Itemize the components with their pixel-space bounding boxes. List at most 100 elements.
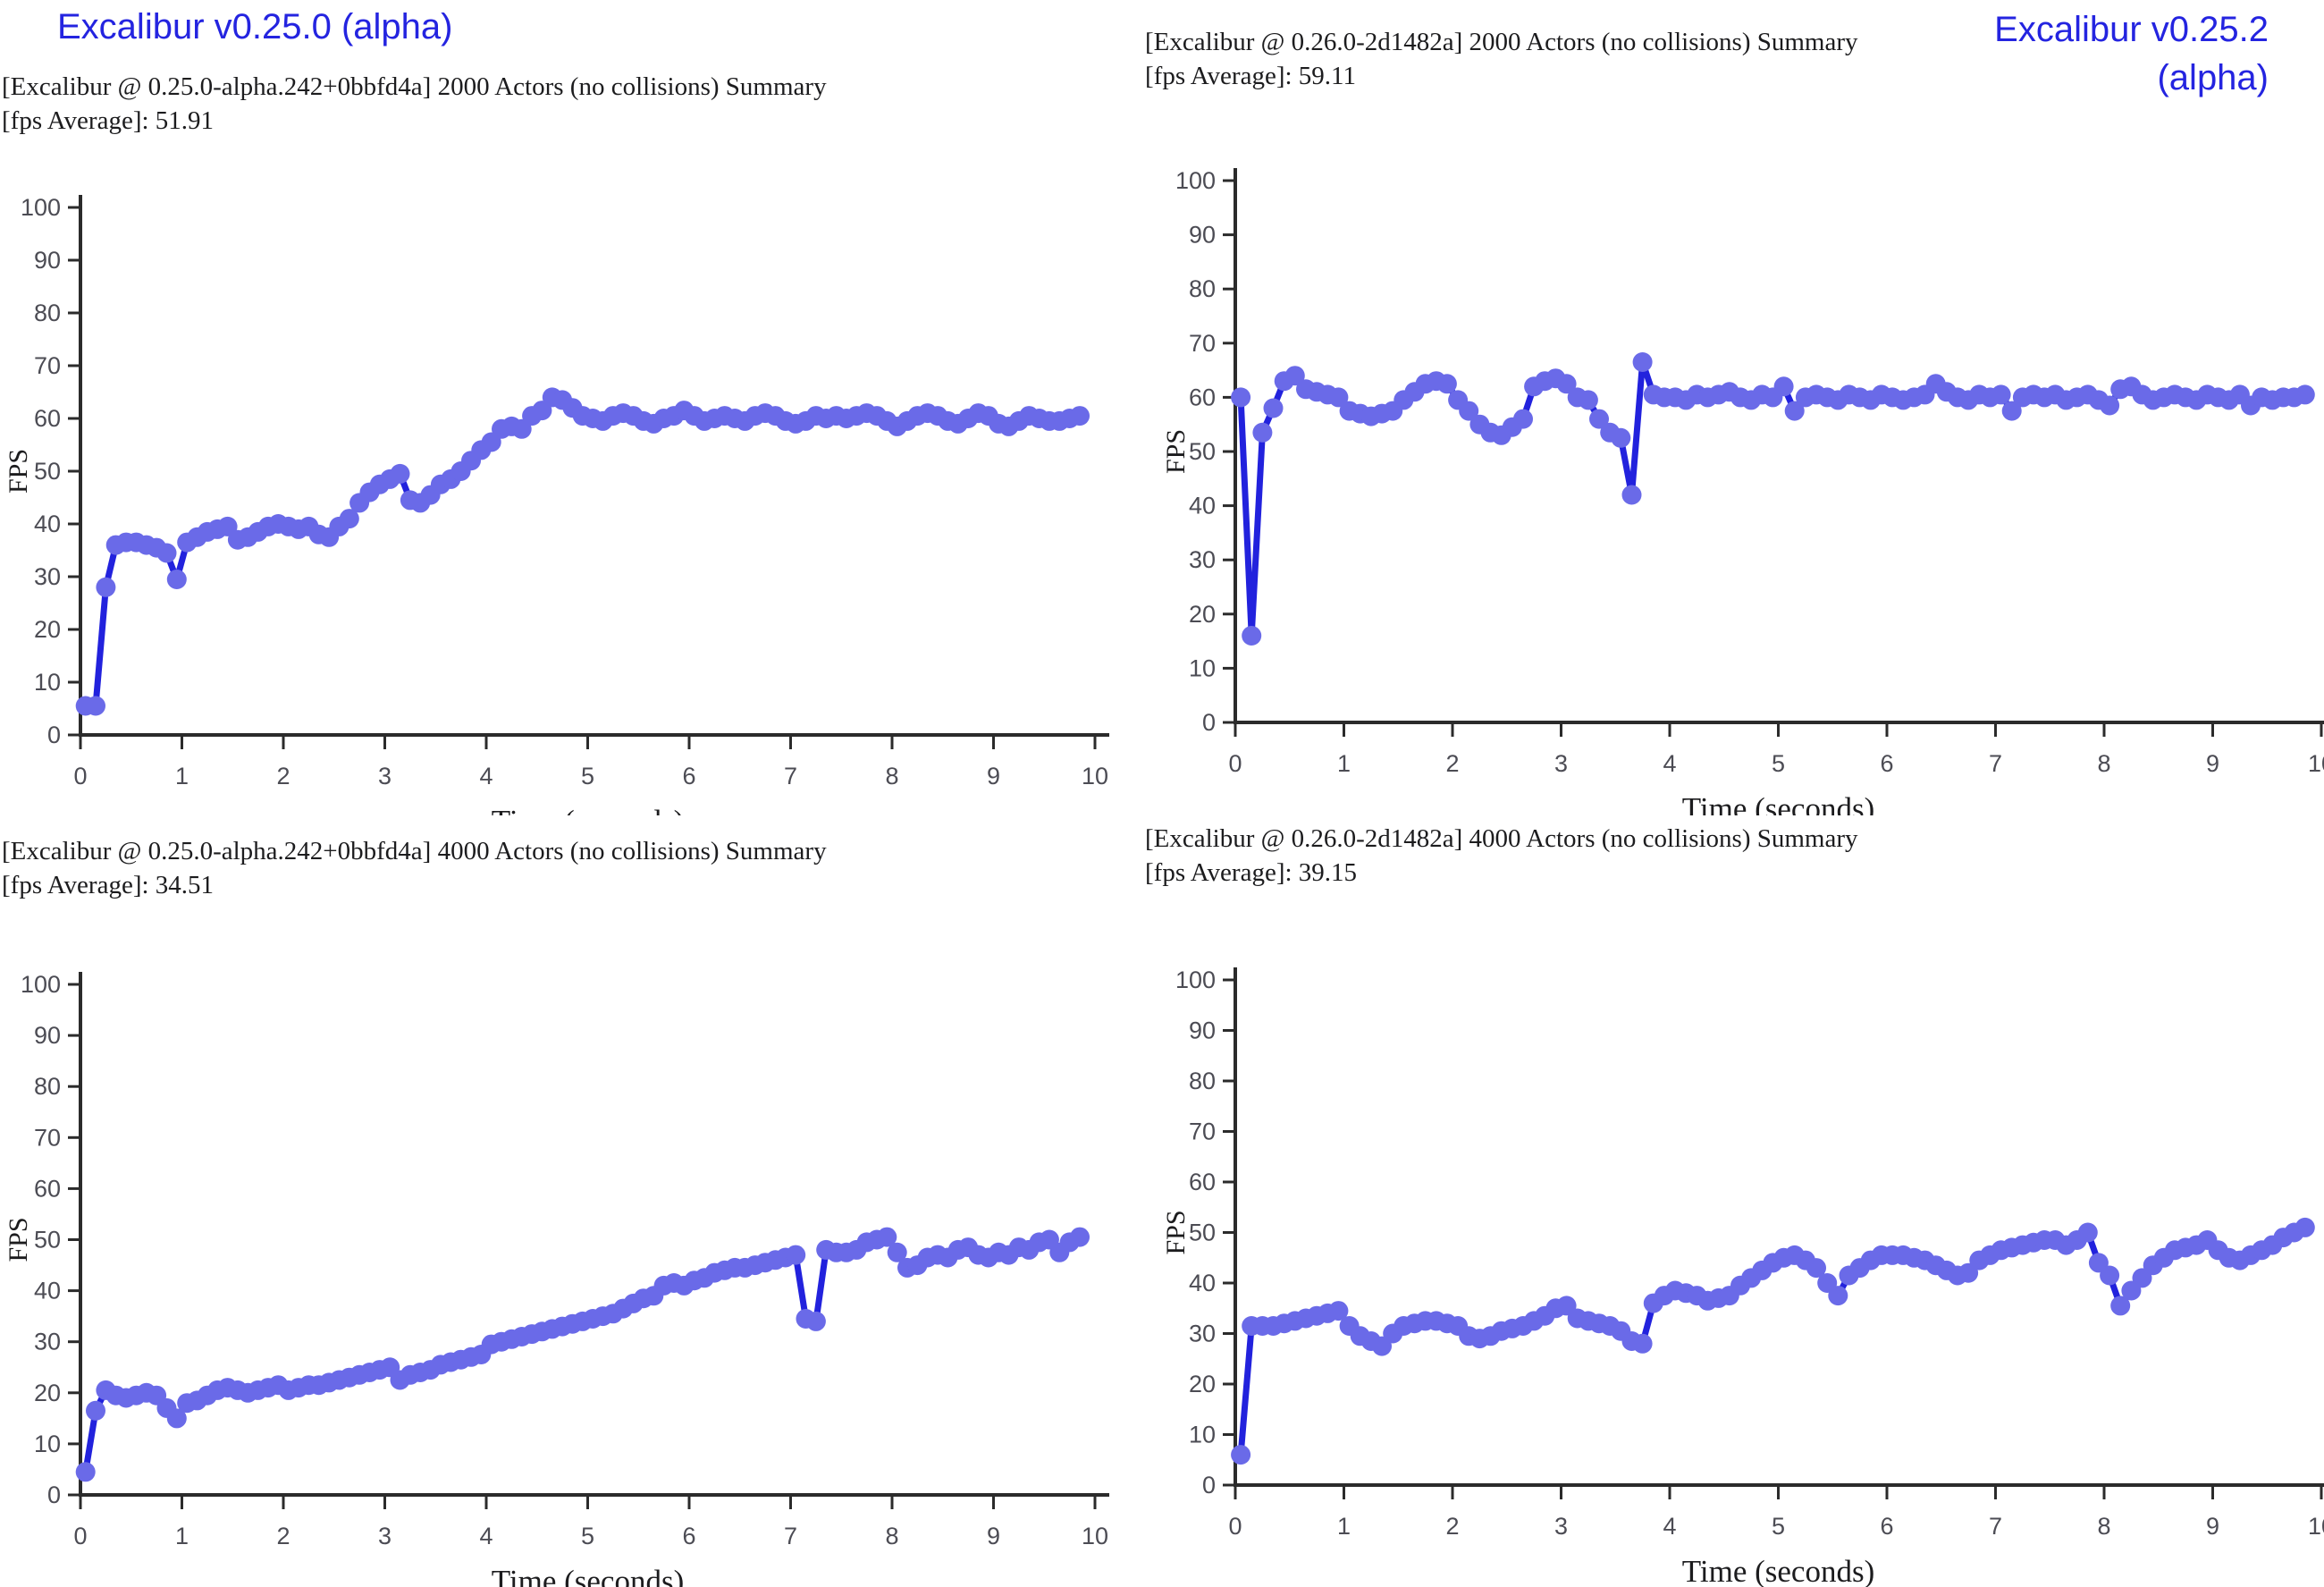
y-tick-label: 80: [1189, 275, 1216, 302]
y-tick-label: 30: [34, 563, 61, 590]
x-tick-label: 2: [1445, 1513, 1459, 1540]
y-tick-label: 80: [34, 1073, 61, 1100]
x-tick-label: 7: [1989, 1513, 2002, 1540]
fps-chart-v0250-4000-actors: 0 10 20 30 40 50 60 70 80 90 100 0 1 2 3 4 5 6 7 8 9 10 Time (…: [4, 971, 1109, 1587]
x-tick-label: 6: [1880, 1513, 1893, 1540]
fps-point: [2295, 384, 2315, 405]
version-heading-left: Excalibur v0.25.0 (alpha): [57, 7, 453, 46]
fps-point: [1632, 1333, 1653, 1354]
x-tick-label: 0: [73, 763, 87, 789]
fps-point: [2100, 1265, 2120, 1286]
y-tick-label: 0: [1202, 709, 1216, 736]
x-tick-label: 2: [276, 763, 290, 789]
fps-average-1: [fps Average]: 59.11: [1145, 62, 1356, 90]
fps-point: [339, 509, 359, 529]
x-tick-label: 7: [1989, 750, 2002, 777]
x-tick-label: 5: [581, 1523, 594, 1549]
fps-point: [1589, 409, 1609, 429]
y-tick-label: 70: [1189, 1118, 1216, 1145]
x-tick-label: 3: [1554, 750, 1568, 777]
x-tick-label: 0: [1228, 750, 1242, 777]
fps-point: [1263, 398, 1284, 418]
fps-axis-label: FPS: [4, 1217, 33, 1262]
version-heading-right: Excalibur v0.25.2 (alpha): [1994, 5, 2269, 102]
fps-point: [1459, 401, 1479, 421]
y-tick-label: 80: [1189, 1068, 1216, 1094]
y-tick-label: 70: [1189, 330, 1216, 357]
fps-point: [86, 696, 105, 716]
fps-point: [1611, 427, 1631, 448]
y-tick-label: 50: [34, 1227, 61, 1254]
fps-average-2: [fps Average]: 34.51: [2, 871, 215, 899]
fps-point: [1231, 1445, 1251, 1465]
fps-point: [1328, 1301, 1349, 1321]
x-tick-label: 9: [2206, 750, 2219, 777]
y-tick-label: 0: [47, 722, 61, 748]
x-tick-label: 5: [1772, 1513, 1785, 1540]
y-tick-label: 20: [34, 616, 61, 643]
x-tick-label: 8: [885, 1523, 898, 1549]
y-tick-label: 10: [34, 1431, 61, 1457]
fps-average-3: [fps Average]: 39.15: [1145, 858, 1358, 887]
fps-point: [1328, 387, 1349, 408]
fps-point: [1784, 401, 1805, 421]
fps-point: [805, 1311, 826, 1331]
version-heading-right-line1: Excalibur v0.25.2: [1994, 10, 2269, 49]
fps-point: [1070, 406, 1090, 426]
chart-title-block-0: [Excalibur @ 0.25.0-alpha.242+0bbfd4a] 2…: [2, 70, 827, 138]
fps-point: [390, 463, 410, 484]
chart-title-block-1: [Excalibur @ 0.26.0-2d1482a] 2000 Actors…: [1145, 25, 1858, 93]
y-tick-label: 40: [1189, 493, 1216, 519]
x-tick-label: 7: [784, 763, 797, 789]
chart-title-0: [Excalibur @ 0.25.0-alpha.242+0bbfd4a] 2…: [2, 72, 827, 101]
fps-point: [1773, 376, 1794, 397]
fps-line: [82, 393, 1083, 709]
x-tick-label: 2: [1445, 750, 1459, 777]
x-tick-label: 1: [175, 1523, 189, 1549]
y-tick-label: 0: [1202, 1472, 1216, 1498]
fps-average-0: [fps Average]: 51.91: [2, 106, 215, 135]
fps-point: [1806, 1258, 1826, 1279]
x-tick-label: 0: [73, 1523, 87, 1549]
fps-point: [166, 570, 187, 589]
chart-title-block-2: [Excalibur @ 0.25.0-alpha.242+0bbfd4a] 4…: [2, 834, 827, 902]
x-tick-label: 6: [682, 1523, 695, 1549]
y-tick-label: 90: [34, 1022, 61, 1049]
y-tick-label: 90: [1189, 1017, 1216, 1044]
x-tick-label: 1: [1337, 1513, 1351, 1540]
y-tick-label: 90: [1189, 222, 1216, 249]
fps-point: [1513, 409, 1533, 429]
x-tick-label: 10: [2308, 750, 2324, 777]
time-axis-label: Time (seconds): [492, 1564, 685, 1587]
y-tick-label: 40: [34, 511, 61, 537]
y-tick-label: 60: [1189, 384, 1216, 410]
x-tick-label: 4: [1663, 1513, 1676, 1540]
y-tick-label: 30: [1189, 1321, 1216, 1347]
chart-title-2: [Excalibur @ 0.25.0-alpha.242+0bbfd4a] 4…: [2, 837, 827, 865]
y-tick-label: 20: [34, 1380, 61, 1406]
x-tick-label: 10: [1082, 1523, 1108, 1549]
x-tick-label: 4: [1663, 750, 1676, 777]
y-tick-label: 90: [34, 247, 61, 274]
y-tick-label: 50: [34, 458, 61, 485]
fps-point: [1436, 374, 1457, 394]
fps-point: [887, 1242, 907, 1262]
fps-point: [1284, 366, 1305, 386]
fps-point: [156, 543, 177, 563]
version-heading-right-line2: (alpha): [2157, 58, 2269, 97]
x-tick-label: 2: [276, 1523, 290, 1549]
fps-chart-v0250-2000-actors: 0 10 20 30 40 50 60 70 80 90 100 0 1 2 3 4 5 6 7 8 9 10 Time (…: [4, 194, 1109, 815]
y-tick-label: 50: [1189, 1220, 1216, 1246]
fps-point: [1828, 1286, 1848, 1306]
fps-point: [1556, 374, 1577, 394]
x-tick-label: 10: [2308, 1513, 2324, 1540]
chart-title-3: [Excalibur @ 0.26.0-2d1482a] 4000 Actors…: [1145, 824, 1858, 853]
x-tick-label: 5: [581, 763, 594, 789]
fps-chart-v0260-2000-actors: 0 10 20 30 40 50 60 70 80 90 100 0 1 2 3 4 5 6 7 8 9 10 Time (…: [1162, 167, 2324, 815]
x-tick-label: 8: [885, 763, 898, 789]
x-tick-label: 9: [2206, 1513, 2219, 1540]
fps-point: [86, 1400, 105, 1421]
x-tick-label: 9: [987, 1523, 1000, 1549]
fps-point: [1632, 352, 1653, 372]
x-tick-label: 7: [784, 1523, 797, 1549]
